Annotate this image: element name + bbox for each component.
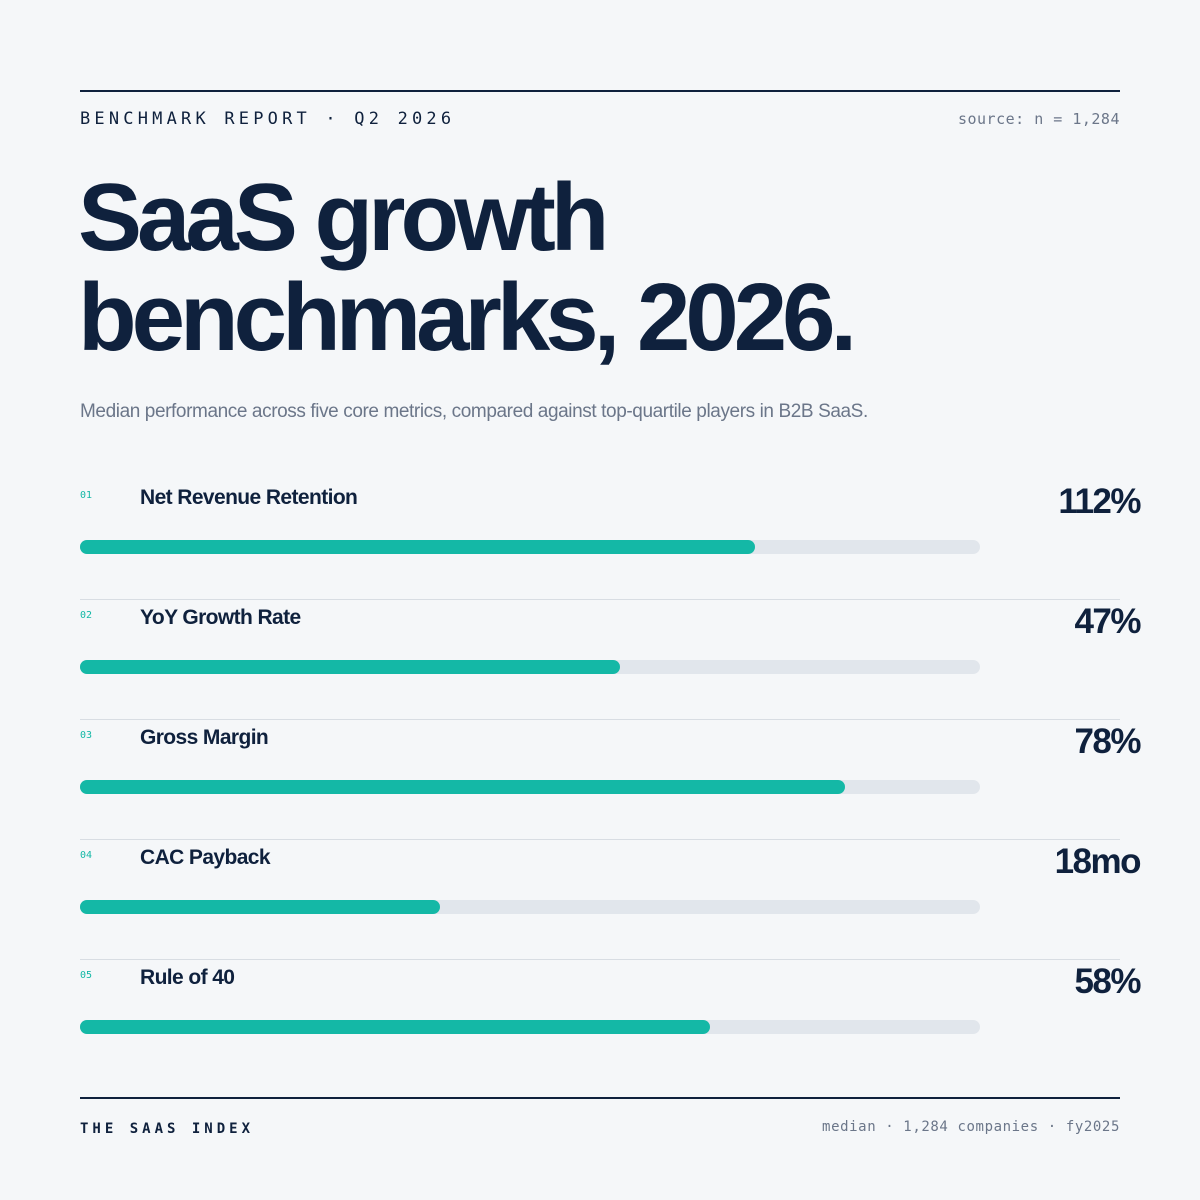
bar-fill — [80, 540, 755, 554]
metric-label: YoY Growth Rate — [140, 606, 301, 629]
row-divider — [80, 599, 1120, 600]
bar-fill — [80, 660, 620, 674]
metric-label: Rule of 40 — [140, 966, 235, 989]
metric-index: 01 — [80, 490, 93, 501]
bar-track — [80, 1020, 980, 1034]
metric-value: 78% — [1074, 722, 1141, 761]
metric-index: 02 — [80, 610, 93, 621]
footer-note: median · 1,284 companies · fy2025 — [822, 1119, 1120, 1135]
report-kicker: BENCHMARK REPORT · Q2 2026 — [80, 109, 456, 129]
metric-row: 01 Net Revenue Retention 112% — [80, 480, 1141, 600]
metric-value: 18mo — [1054, 842, 1142, 881]
metric-row: 03 Gross Margin 78% — [80, 720, 1141, 840]
row-divider — [80, 959, 1120, 960]
source-note: source: n = 1,284 — [957, 110, 1120, 128]
bar-fill — [80, 1020, 710, 1034]
subtitle: Median performance across five core metr… — [80, 401, 868, 422]
row-divider — [80, 719, 1120, 720]
metric-index: 04 — [80, 850, 93, 861]
metric-label: Net Revenue Retention — [140, 486, 358, 509]
metric-value: 112% — [1058, 482, 1141, 521]
bar-track — [80, 900, 980, 914]
bar-fill — [80, 780, 845, 794]
title-line-2: benchmarks, 2026. — [78, 264, 857, 371]
title-line-1: SaaS growth — [78, 164, 609, 271]
metric-label: Gross Margin — [140, 726, 269, 749]
brand-name: THE SAAS INDEX — [80, 1121, 255, 1137]
metric-index: 05 — [80, 970, 93, 981]
metric-value: 58% — [1074, 962, 1141, 1001]
page-title: SaaS growth benchmarks, 2026. — [78, 168, 857, 371]
metric-value: 47% — [1074, 602, 1141, 641]
metric-row: 05 Rule of 40 58% — [80, 960, 1141, 1080]
bar-track — [80, 540, 980, 554]
row-divider — [80, 839, 1120, 840]
metric-row: 02 YoY Growth Rate 47% — [80, 600, 1141, 720]
bar-track — [80, 660, 980, 674]
metric-label: CAC Payback — [140, 846, 271, 869]
top-rule — [80, 90, 1120, 92]
bottom-rule — [80, 1097, 1120, 1099]
metric-index: 03 — [80, 730, 93, 741]
metric-row: 04 CAC Payback 18mo — [80, 840, 1142, 960]
bar-fill — [80, 900, 440, 914]
bar-track — [80, 780, 980, 794]
